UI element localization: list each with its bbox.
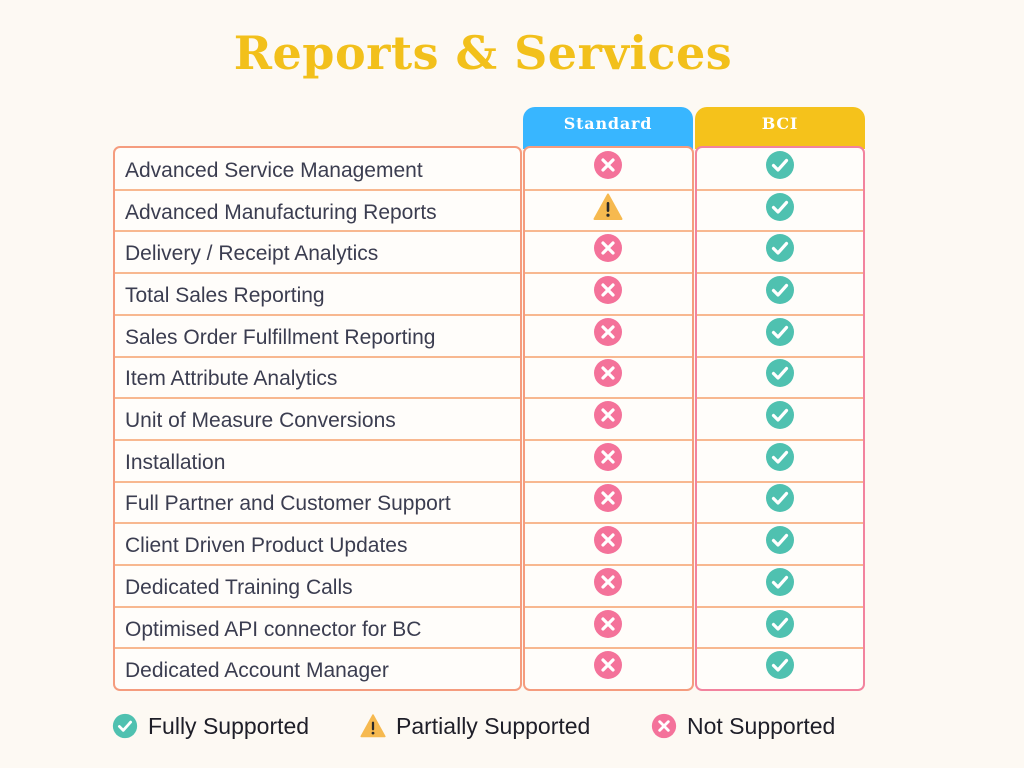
row-divider [115, 438, 520, 441]
row-divider [525, 188, 692, 191]
feature-label: Delivery / Receipt Analytics [125, 242, 379, 266]
row-divider [697, 564, 863, 566]
legend-item-fully-supported: Fully Supported [112, 708, 309, 744]
row-divider [525, 647, 692, 650]
row-divider [525, 522, 692, 525]
x-circle-icon [593, 567, 623, 597]
legend-label: Not Supported [687, 712, 836, 739]
row-divider [697, 480, 863, 483]
row-divider [525, 272, 692, 275]
check-circle-icon [765, 483, 795, 513]
row-divider [525, 480, 692, 483]
row-divider [697, 605, 863, 608]
x-circle-icon [593, 358, 623, 388]
row-divider [115, 647, 520, 650]
check-circle-icon [765, 275, 795, 305]
row-divider [115, 272, 520, 275]
feature-label: Unit of Measure Conversions [125, 409, 396, 433]
features-column [113, 146, 522, 691]
feature-label: Sales Order Fulfillment Reporting [125, 325, 436, 349]
check-circle-icon [765, 609, 795, 639]
x-circle-icon [593, 483, 623, 513]
warning-triangle-icon [360, 713, 386, 739]
check-circle-icon [765, 525, 795, 555]
row-divider [525, 438, 692, 441]
row-divider [697, 647, 863, 650]
check-circle-icon [765, 650, 795, 680]
feature-label: Advanced Manufacturing Reports [125, 200, 437, 224]
feature-label: Installation [125, 450, 226, 474]
column-header-standard: Standard [523, 107, 693, 149]
row-divider [697, 522, 863, 525]
row-divider [697, 438, 863, 441]
x-circle-icon [593, 233, 623, 263]
x-circle-icon [651, 713, 677, 739]
row-divider [697, 355, 863, 358]
x-circle-icon [593, 275, 623, 305]
row-divider [697, 188, 863, 191]
row-divider [525, 564, 692, 566]
check-circle-icon [112, 713, 138, 739]
check-circle-icon [765, 567, 795, 597]
row-divider [525, 605, 692, 608]
feature-label: Full Partner and Customer Support [125, 492, 451, 516]
x-circle-icon [593, 317, 623, 347]
legend: Fully Supported Partially Supported Not … [0, 708, 1024, 744]
column-header-bci: BCI [695, 107, 865, 149]
row-divider [115, 188, 520, 191]
legend-label: Fully Supported [148, 712, 310, 739]
legend-item-not-supported: Not Supported [651, 708, 835, 744]
x-circle-icon [593, 442, 623, 472]
feature-label: Total Sales Reporting [125, 283, 325, 307]
check-circle-icon [765, 317, 795, 347]
check-circle-icon [765, 442, 795, 472]
row-divider [115, 397, 520, 400]
row-divider [525, 397, 692, 400]
legend-item-partially-supported: Partially Supported [360, 708, 590, 744]
feature-label: Item Attribute Analytics [125, 367, 338, 391]
row-divider [697, 230, 863, 233]
row-divider [115, 605, 520, 608]
row-divider [525, 355, 692, 358]
x-circle-icon [593, 400, 623, 430]
row-divider [115, 480, 520, 483]
feature-label: Optimised API connector for BC [125, 617, 422, 641]
row-divider [525, 313, 692, 316]
row-divider [115, 313, 520, 316]
check-circle-icon [765, 358, 795, 388]
check-circle-icon [765, 150, 795, 180]
row-divider [525, 230, 692, 233]
row-divider [115, 230, 520, 233]
check-circle-icon [765, 400, 795, 430]
feature-label: Client Driven Product Updates [125, 534, 408, 558]
legend-label: Partially Supported [396, 712, 591, 739]
warning-triangle-icon [593, 192, 623, 222]
row-divider [697, 397, 863, 400]
feature-label: Dedicated Account Manager [125, 659, 389, 683]
page-title: Reports & Services [233, 26, 733, 80]
feature-label: Advanced Service Management [125, 158, 423, 182]
row-divider [115, 355, 520, 358]
feature-label: Dedicated Training Calls [125, 575, 353, 599]
check-circle-icon [765, 233, 795, 263]
row-divider [697, 272, 863, 275]
x-circle-icon [593, 150, 623, 180]
row-divider [115, 564, 520, 566]
check-circle-icon [765, 192, 795, 222]
row-divider [115, 522, 520, 525]
x-circle-icon [593, 650, 623, 680]
x-circle-icon [593, 609, 623, 639]
row-divider [697, 313, 863, 316]
x-circle-icon [593, 525, 623, 555]
